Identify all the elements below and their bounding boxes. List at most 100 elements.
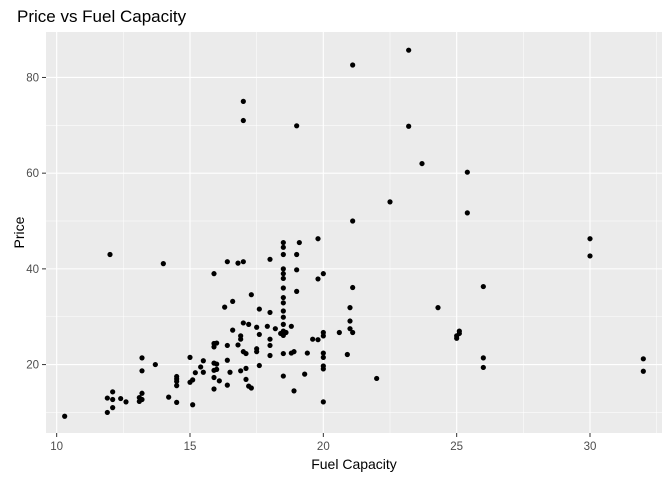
data-point <box>174 399 180 405</box>
data-point <box>480 364 486 371</box>
data-point <box>200 369 206 375</box>
data-point <box>315 337 321 343</box>
data-point <box>240 320 246 326</box>
data-point <box>350 284 356 291</box>
data-point <box>254 324 260 330</box>
data-point <box>118 395 124 402</box>
data-point <box>280 308 286 314</box>
data-point <box>320 271 326 277</box>
data-point <box>350 329 356 336</box>
data-point <box>243 350 249 357</box>
data-point <box>198 364 204 370</box>
data-point <box>294 288 300 294</box>
data-point <box>211 374 217 381</box>
data-point <box>254 349 260 355</box>
data-point <box>224 357 230 363</box>
data-point <box>280 314 286 320</box>
data-point <box>350 218 356 224</box>
data-point <box>104 395 110 401</box>
y-tick-label: 40 <box>26 264 39 276</box>
data-point <box>304 350 310 356</box>
data-point <box>240 98 246 104</box>
data-point <box>248 292 254 298</box>
data-point <box>640 368 646 374</box>
data-point <box>230 327 236 333</box>
data-point <box>280 373 286 379</box>
data-point <box>267 342 273 349</box>
data-point <box>190 402 196 408</box>
data-point <box>283 329 289 336</box>
data-point <box>256 331 262 338</box>
minor-grid <box>46 32 662 433</box>
y-tick-label: 60 <box>26 168 39 180</box>
data-point <box>240 259 246 265</box>
data-point <box>280 321 286 327</box>
data-point <box>222 304 228 310</box>
data-point <box>280 239 286 246</box>
data-point <box>267 256 273 262</box>
data-point <box>640 356 646 362</box>
data-point <box>456 328 462 334</box>
data-point <box>347 326 353 332</box>
x-tick-label: 30 <box>584 441 597 453</box>
data-point <box>291 388 297 394</box>
data-point <box>110 405 116 411</box>
data-point <box>256 362 262 369</box>
y-axis-title: Price <box>11 216 27 248</box>
data-point <box>104 409 110 416</box>
data-point <box>224 382 230 388</box>
data-point <box>464 210 470 216</box>
data-point <box>280 251 286 258</box>
data-point <box>110 389 116 395</box>
data-point <box>280 244 286 250</box>
data-point <box>291 349 297 355</box>
data-point <box>480 283 486 290</box>
data-point <box>152 361 158 368</box>
data-point <box>294 251 300 258</box>
data-point <box>320 329 326 336</box>
data-point <box>174 383 180 389</box>
major-grid <box>46 32 662 433</box>
data-point <box>227 369 233 375</box>
data-point <box>200 358 206 364</box>
data-point <box>248 385 254 391</box>
data-point <box>211 386 217 392</box>
data-point <box>187 354 193 360</box>
data-point <box>216 378 222 384</box>
data-point <box>294 123 300 129</box>
data-point <box>347 305 353 311</box>
data-point <box>139 355 145 361</box>
data-point <box>235 342 241 348</box>
data-point <box>110 396 116 403</box>
data-point <box>107 251 113 258</box>
data-point <box>280 266 286 272</box>
data-point <box>480 355 486 361</box>
data-point <box>315 276 321 282</box>
data-point <box>256 306 262 312</box>
data-point <box>302 371 308 377</box>
data-point <box>160 261 166 267</box>
data-point <box>224 342 230 349</box>
data-point <box>336 329 342 336</box>
data-point <box>280 294 286 301</box>
data-point <box>320 363 326 369</box>
data-point <box>62 413 68 419</box>
plot-panel <box>46 32 662 433</box>
data-point <box>139 390 145 396</box>
data-point <box>310 336 316 342</box>
y-axis-ticks: 20 40 60 80 <box>26 72 46 372</box>
data-point <box>387 199 393 205</box>
x-axis-title: Fuel Capacity <box>311 456 397 472</box>
data-point <box>320 350 326 356</box>
x-tick-label: 25 <box>450 441 463 453</box>
data-point <box>240 117 246 124</box>
y-tick-label: 20 <box>26 360 39 372</box>
x-tick-label: 10 <box>50 441 63 453</box>
data-point <box>224 259 230 265</box>
data-point <box>296 239 302 246</box>
data-point <box>320 354 326 360</box>
data-point <box>280 271 286 277</box>
data-point <box>267 309 273 316</box>
data-point <box>246 321 252 327</box>
